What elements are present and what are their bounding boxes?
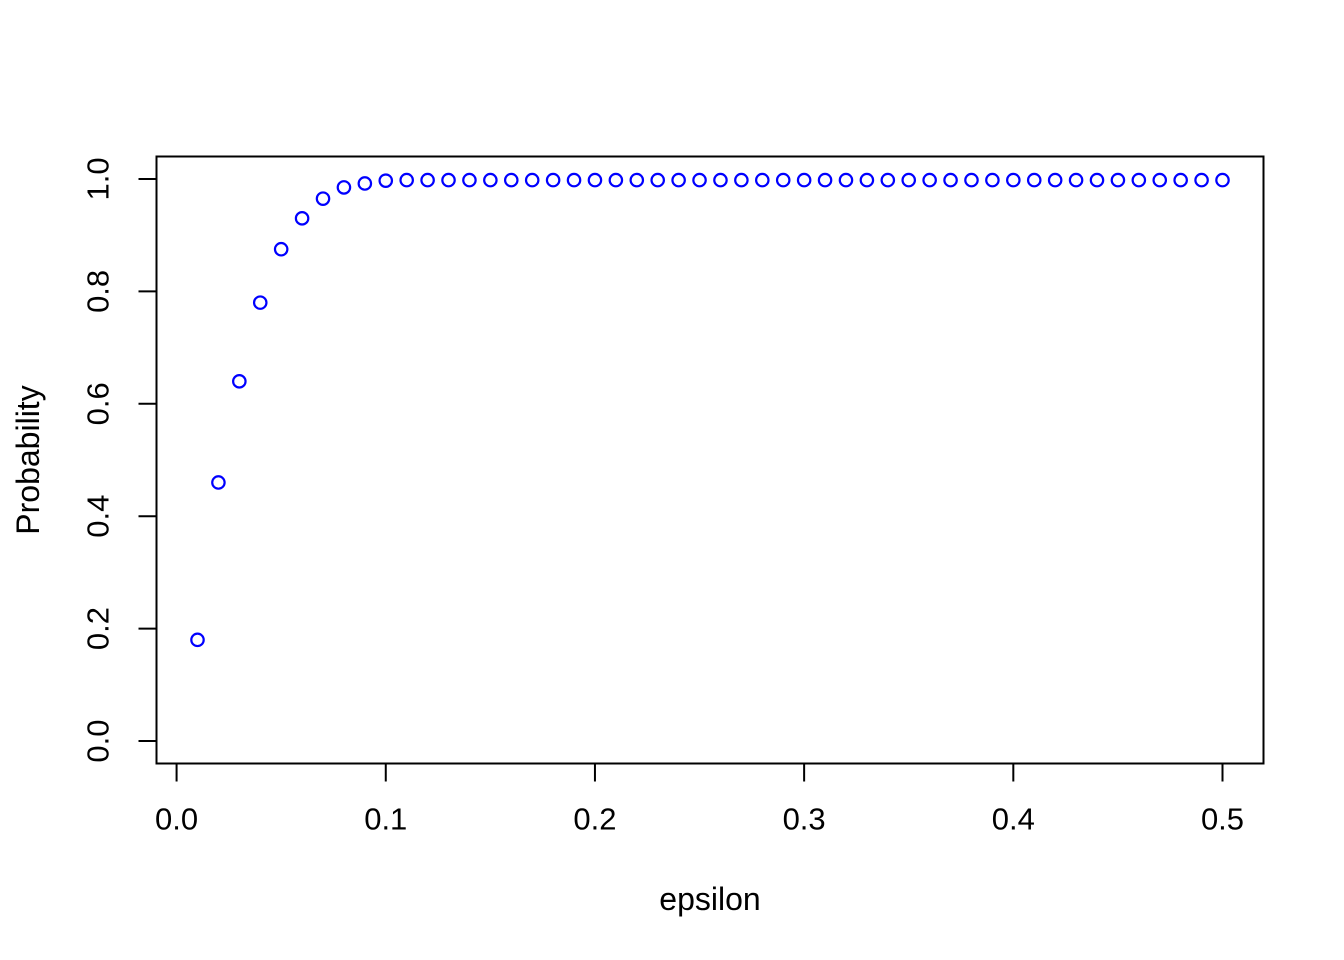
y-tick-label: 1.0 [81,157,116,200]
y-tick-label: 0.4 [81,495,116,538]
data-point [1068,172,1084,188]
data-point [1173,172,1188,188]
data-point [190,632,205,648]
data-point [671,172,686,188]
x-tick-label: 0.1 [364,802,407,837]
data-point [315,191,331,206]
data-point [754,172,770,188]
plot-box [155,155,1265,765]
data-point [629,172,645,188]
data-point [901,172,917,188]
axis-tick-labels: 0.0 0.1 0.2 0.3 0.4 0.5 0.0 0.2 0.4 0.6 0.8 1.0 [81,157,1245,836]
data-point [964,172,979,188]
y-tick-label: 0.8 [81,270,116,313]
x-axis-label: epsilon [659,881,760,917]
data-point [545,172,561,188]
data-point [775,172,791,188]
axis-ticks [138,177,1224,782]
data-point [503,172,519,188]
data-point [713,172,728,188]
data-point [1089,172,1105,188]
data-point [357,176,373,191]
data-point [796,172,812,188]
x-tick-label: 0.3 [783,802,826,837]
data-point [232,374,247,389]
data-point [1026,172,1042,188]
data-point [1006,172,1021,188]
data-point [943,172,958,188]
x-tick-label: 0.0 [155,802,198,837]
data-point [734,172,749,188]
data-point [985,172,1000,188]
data-point [441,172,456,188]
data-point [608,172,624,188]
data-points [190,172,1230,648]
data-point [273,241,289,257]
data-point [483,172,498,188]
data-point [1110,172,1126,188]
x-tick-label: 0.2 [573,802,616,837]
data-point [524,172,540,188]
y-tick-label: 0.0 [81,719,116,762]
y-axis-label: Probability [10,385,46,534]
data-point [650,172,666,188]
data-point [211,475,226,490]
y-tick-label: 0.2 [81,607,116,650]
data-point [399,172,414,188]
x-tick-label: 0.5 [1201,802,1244,837]
x-tick-label: 0.4 [992,802,1035,837]
data-point [294,211,310,226]
data-point [817,172,833,188]
data-point [880,172,896,188]
data-point [692,172,707,188]
data-point [462,172,477,188]
data-point [1194,172,1209,188]
y-tick-label: 0.6 [81,382,116,425]
data-point [922,172,937,188]
data-point [587,172,603,188]
data-point [1131,172,1147,188]
data-point [566,172,582,188]
data-point [420,172,435,188]
data-point [336,180,352,195]
data-point [1152,172,1168,188]
data-point [838,172,854,188]
data-point [378,173,394,188]
data-point [1047,172,1063,188]
data-point [859,172,875,188]
data-point [1215,172,1230,188]
data-point [252,295,268,310]
